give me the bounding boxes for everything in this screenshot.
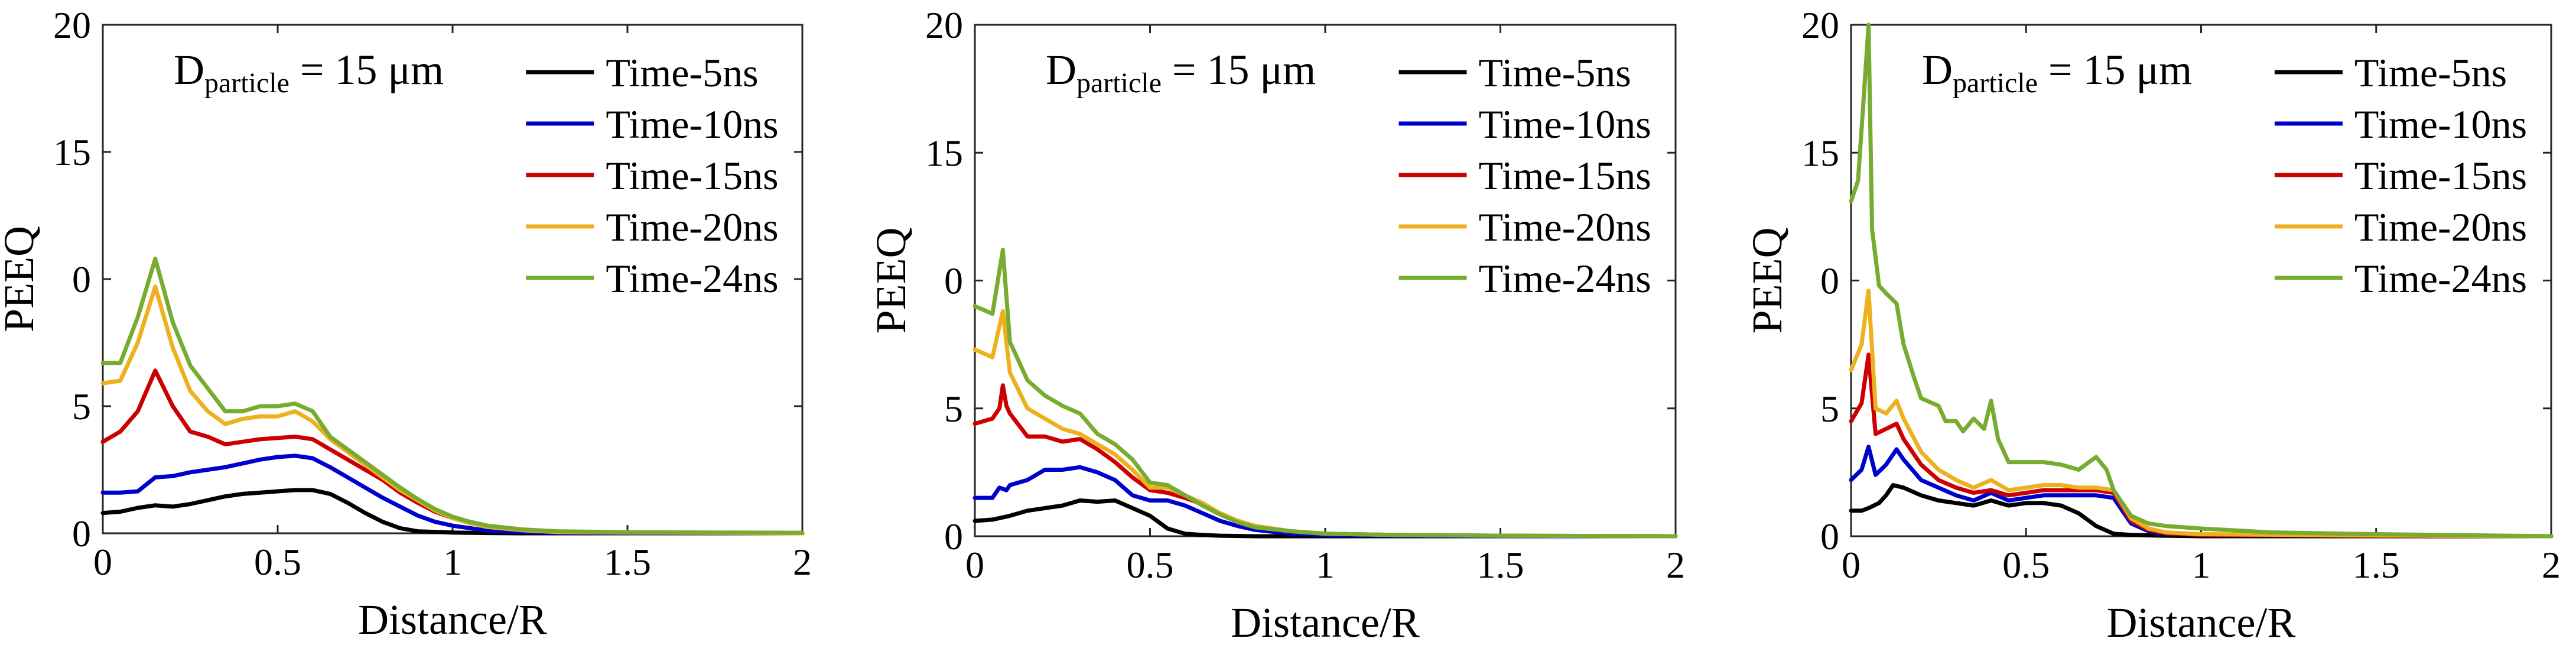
annotation-value: = 15 μm [290,46,444,93]
x-tick-label: 1.5 [604,541,651,583]
y-tick-label: 15 [53,131,91,173]
y-axis-label: PEEQ [867,228,915,334]
legend-label: Time-20ns [606,205,778,250]
x-tick-label: 0 [1842,544,1861,586]
series-line-time-15ns [100,368,805,536]
y-tick-label: 20 [925,4,963,46]
series-line-time-20ns [1849,289,2554,539]
x-tick-label: 1 [443,541,462,583]
series-line-time-24ns [972,248,1678,539]
series-line-time-5ns [100,488,805,536]
series-line-time-10ns [972,465,1678,539]
series-line-time-15ns [972,383,1678,539]
particle-diameter-annotation: Dparticle = 15 μm [174,46,444,99]
x-tick-label: 2 [793,541,812,583]
annotation-subscript: particle [204,67,290,99]
x-axis-label: Distance/R [1231,599,1420,646]
legend-label: Time-20ns [1479,205,1651,250]
legend-label: Time-15ns [2354,153,2527,198]
annotation-main: D [174,46,204,93]
legend-label: Time-15ns [606,153,778,198]
legend-label: Time-24ns [2354,256,2527,301]
y-tick-label: 0 [944,516,963,558]
series-line-time-5ns [1849,483,2554,539]
y-axis-label: PEEQ [1744,228,1791,334]
x-tick-label: 0 [965,544,984,586]
y-tick-label: 0 [72,513,91,555]
series-line-time-24ns [1849,22,2554,539]
y-tick-label: 15 [925,132,963,174]
series-line-time-10ns [1849,445,2554,539]
annotation-value: = 15 μm [1162,46,1316,93]
y-tick-label: 0 [1820,516,1839,558]
y-tick-label: 5 [72,385,91,427]
y-tick-label: 5 [1820,388,1839,430]
x-tick-label: 1 [1316,544,1335,586]
x-tick-label: 0.5 [254,541,301,583]
x-tick-label: 0.5 [1127,544,1174,586]
annotation-subscript: particle [1076,67,1162,99]
y-tick-label: 5 [944,388,963,430]
y-tick-label: 0 [1820,260,1839,302]
y-tick-label: 0 [72,258,91,300]
series-line-time-20ns [100,284,805,536]
y-axis-label: PEEQ [0,226,43,332]
x-tick-label: 1.5 [1477,544,1524,586]
legend-label: Time-5ns [606,50,758,95]
x-tick-label: 0 [93,541,112,583]
legend-label: Time-24ns [1479,256,1651,301]
legend: Time-5ns Time-10ns Time-15ns Time-20ns Time-… [526,50,779,301]
legend: Time-5ns Time-10ns Time-15ns Time-20ns Time-… [1398,50,1651,301]
y-tick-label: 20 [1801,4,1839,46]
series-line-time-24ns [100,257,805,535]
y-tick-label: 20 [53,4,91,46]
y-tick-label: 0 [944,260,963,302]
x-tick-label: 2 [2542,544,2561,586]
x-tick-label: 1 [2192,544,2211,586]
annotation-subscript: particle [1953,67,2038,99]
x-tick-label: 1.5 [2353,544,2400,586]
legend-label: Time-5ns [2354,50,2507,95]
y-tick-label: 15 [1801,132,1839,174]
chart-panel-middle: 0 0.5 1 1.5 20501520Distance/RPEEQDparticle … [867,4,1685,646]
series-line-time-10ns [100,453,805,536]
particle-diameter-annotation: Dparticle = 15 μm [1922,46,2192,99]
chart-panel-right: 0 0.5 1 1.5 20501520Distance/RPEEQDparticle … [1744,4,2561,646]
legend-label: Time-10ns [1479,102,1651,147]
particle-diameter-annotation: Dparticle = 15 μm [1046,46,1316,99]
series-line-time-15ns [1849,352,2554,539]
legend-label: Time-10ns [2354,102,2527,147]
annotation-main: D [1046,46,1076,93]
legend-label: Time-20ns [2354,205,2527,250]
chart-panel-left: 0 0.5 1 1.5 20501520Distance/RPEEQDparticle … [0,4,812,643]
legend-label: Time-10ns [606,102,778,147]
legend-label: Time-15ns [1479,153,1651,198]
series-line-time-5ns [972,498,1678,539]
x-axis-label: Distance/R [358,596,547,643]
legend: Time-5ns Time-10ns Time-15ns Time-20ns Time-… [2274,50,2527,301]
annotation-value: = 15 μm [2038,46,2192,93]
annotation-main: D [1922,46,1953,93]
legend-label: Time-24ns [606,256,778,301]
x-axis-label: Distance/R [2107,599,2296,646]
x-tick-label: 0.5 [2002,544,2050,586]
legend-label: Time-5ns [1479,50,1631,95]
x-tick-label: 2 [1666,544,1685,586]
